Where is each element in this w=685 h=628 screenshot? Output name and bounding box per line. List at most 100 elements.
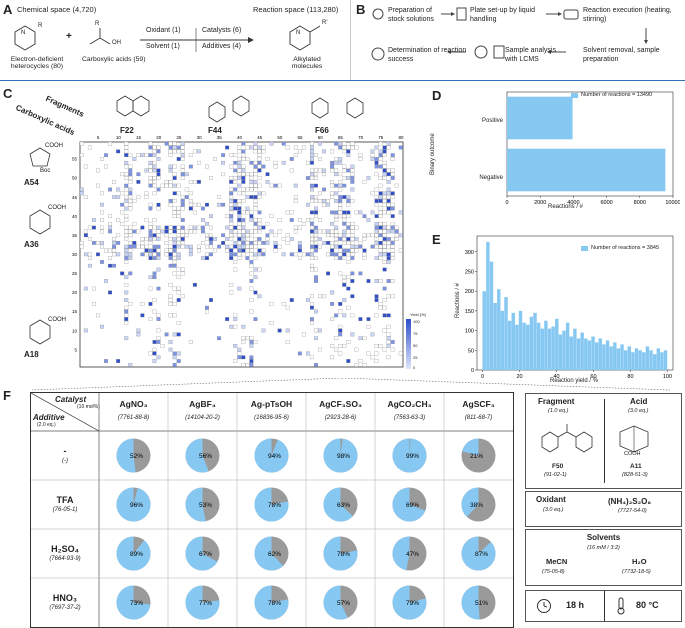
heatmap-cell	[305, 218, 310, 222]
heatmap-cell	[241, 157, 246, 161]
heatmap-cell	[112, 195, 117, 199]
heatmap-cell	[156, 252, 161, 257]
heatmap-cell	[241, 180, 246, 184]
e-hist-bar	[631, 352, 635, 370]
heatmap-cell	[180, 199, 185, 203]
heatmap-cell	[237, 168, 242, 173]
heatmap-cell	[116, 241, 121, 245]
heatmap-cell	[233, 225, 238, 230]
heatmap-cell	[382, 252, 387, 257]
heatmap-cell	[269, 183, 274, 188]
heatmap-cell	[390, 157, 395, 161]
heatmap-cell	[374, 229, 379, 234]
heatmap-cell	[229, 218, 234, 222]
e-hist-bar	[497, 289, 501, 370]
heatmap-cell	[180, 172, 185, 177]
heatmap-cell	[124, 317, 129, 321]
heatmap-cell	[257, 241, 262, 245]
heatmap-cell	[124, 225, 129, 230]
heatmap-cell	[330, 355, 335, 360]
heatmap-cell	[257, 248, 262, 253]
heatmap-cell	[205, 237, 209, 241]
catalysts-label: Catalysts (6)	[202, 27, 242, 34]
heatmap-cell	[289, 252, 294, 257]
heatmap-cell	[209, 233, 213, 238]
heatmap-cell	[253, 187, 258, 192]
heatmap-cell	[152, 359, 157, 363]
heatmap-cell	[305, 252, 310, 257]
heatmap-cell	[338, 195, 343, 199]
heatmap-cell	[140, 244, 145, 249]
heatmap-cell	[334, 214, 339, 219]
heatmap-cell	[249, 214, 254, 219]
heatmap-cell	[338, 157, 343, 161]
heatmap-cell	[229, 237, 234, 241]
heatmap-cell	[285, 305, 290, 310]
heatmap-cell	[265, 241, 270, 245]
heatmap-ytick: 10	[72, 328, 78, 333]
heatmap-cell	[164, 252, 169, 257]
heatmap-cell	[362, 233, 367, 238]
heatmap-cell	[233, 168, 238, 173]
heatmap-cell	[346, 210, 351, 215]
fragment-header: Fragment	[538, 397, 575, 406]
fragment-name: F50	[552, 463, 564, 470]
heatmap-cell	[233, 176, 238, 180]
heatmap-cell	[305, 202, 310, 207]
heatmap-cell	[156, 168, 161, 173]
heatmap-cell	[152, 271, 157, 276]
heatmap-cell	[233, 324, 238, 329]
heatmap-cell	[176, 210, 181, 215]
heatmap-cell	[128, 168, 133, 173]
heatmap-cell	[245, 363, 250, 367]
e-xtick: 100	[663, 374, 672, 380]
e-hist-bar	[576, 338, 581, 370]
d-cat-negative: Negative	[479, 175, 503, 181]
heatmap-cell	[144, 153, 149, 157]
heatmap-cell	[83, 233, 88, 238]
heatmap-cell	[172, 355, 177, 360]
heatmap-cell	[96, 241, 100, 245]
heatmap-cell	[293, 225, 298, 230]
heatmap-cell	[342, 168, 347, 173]
acid-name: A11	[630, 463, 642, 470]
heatmap-cell	[156, 187, 161, 192]
heatmap-cell	[152, 256, 157, 260]
heatmap-cell	[386, 206, 391, 211]
heatmap-cell	[156, 233, 161, 238]
heatmap-cell	[297, 256, 302, 260]
e-hist-bar	[634, 348, 639, 370]
heatmap-cell	[285, 210, 290, 215]
heatmap-cell	[386, 210, 391, 215]
heatmap-cell	[192, 282, 197, 287]
heatmap-cell	[172, 145, 177, 150]
heatmap-cell	[257, 157, 262, 161]
heatmap-cell	[104, 164, 108, 169]
heatmap-cell	[180, 233, 185, 238]
e-hist-bar	[565, 322, 570, 370]
heatmap-cell	[124, 313, 129, 318]
heatmap-cell	[310, 302, 314, 306]
heatmap-cell	[148, 317, 153, 321]
heatmap-cell	[79, 244, 84, 249]
d-ylabel: Binary outcome	[430, 133, 436, 175]
heatmap-cell	[172, 229, 177, 234]
heatmap-cell	[83, 195, 88, 199]
heatmap-cell	[237, 176, 242, 180]
heatmap-cell	[120, 271, 125, 276]
heatmap-cell	[237, 210, 242, 215]
heatmap-cell	[314, 309, 318, 314]
heatmap-cell	[176, 332, 181, 337]
heatmap-cell	[237, 214, 242, 219]
heatmap-cell	[140, 252, 145, 257]
heatmap-cell	[245, 187, 250, 192]
heatmap-cell	[342, 210, 347, 215]
heatmap-cell	[378, 210, 383, 215]
heatmap-cell	[148, 225, 153, 230]
heatmap-cell	[261, 191, 266, 196]
heatmap-cell	[386, 294, 391, 299]
frag-f44: F44	[208, 126, 222, 135]
heatmap-cell	[128, 172, 133, 177]
heatmap-cell	[394, 233, 399, 238]
heatmap-cell	[83, 164, 88, 169]
